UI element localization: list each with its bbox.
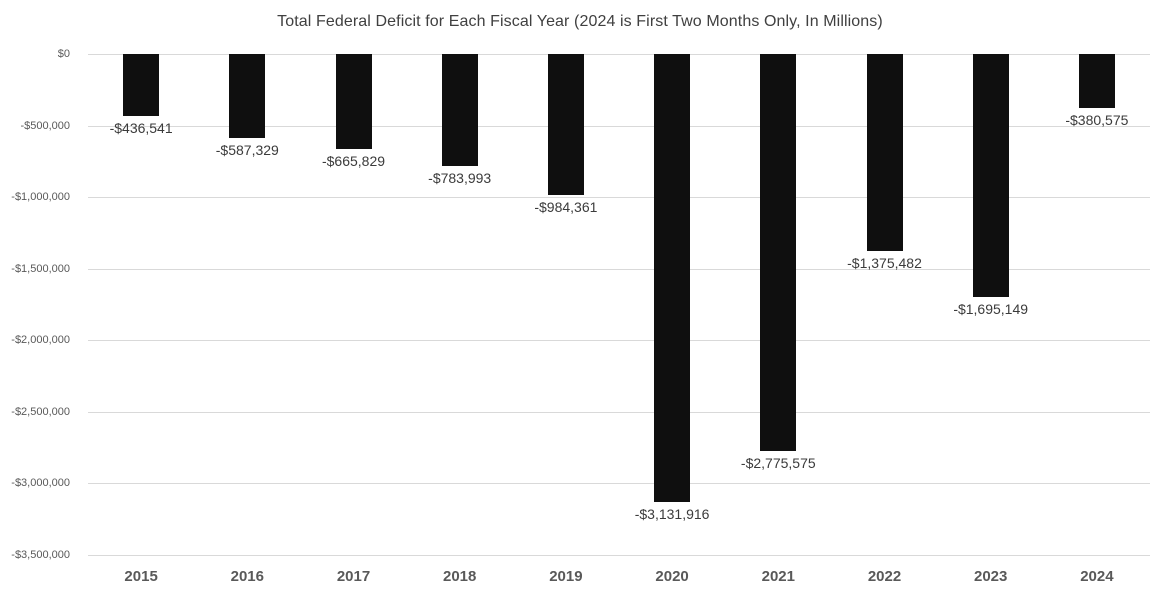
y-axis-tick-label: -$3,500,000 [11, 549, 70, 561]
x-axis-year-label: 2022 [867, 568, 902, 585]
bar-value-label: -$783,993 [428, 170, 492, 187]
y-axis-tick-label: -$3,000,000 [11, 477, 70, 490]
x-axis-year-label: 2018 [443, 568, 477, 585]
bar-2024 [1078, 54, 1115, 109]
y-axis-tick-label: -$1,000,000 [11, 191, 70, 204]
gridline [88, 555, 1150, 556]
y-axis-tick-label: -$2,000,000 [11, 334, 70, 347]
bar-value-label: -$3,131,916 [634, 506, 710, 523]
x-axis-year-label: 2016 [230, 568, 264, 585]
x-axis-year-label: 2024 [1080, 568, 1114, 585]
bar-2022 [866, 54, 903, 251]
plot-area: $0 -$500,000 -$1,000,000 -$1,500,000 -$2,000… [11, 48, 1150, 585]
gridline [88, 340, 1150, 342]
bar-2021 [760, 54, 797, 452]
x-axis-year-label: 2017 [336, 568, 371, 585]
y-axis-tick-label: $0 [57, 48, 70, 60]
bar-value-label: -$665,829 [321, 153, 386, 170]
bar-2017 [335, 54, 372, 150]
bar-value-label: -$2,775,575 [740, 455, 816, 472]
x-axis-year-label: 2020 [655, 568, 689, 585]
bar-value-label: -$1,375,482 [847, 254, 922, 271]
y-axis-tick-label: -$1,500,000 [11, 262, 70, 275]
bar-2015 [123, 54, 160, 117]
bar-2020 [654, 54, 691, 503]
gridline [88, 411, 1150, 413]
bar-value-label: -$1,695,149 [953, 300, 1029, 317]
chart-title: Total Federal Deficit for Each Fiscal Ye… [277, 13, 883, 30]
gridline [88, 54, 1150, 55]
gridline [88, 483, 1150, 485]
gridline [88, 197, 1150, 199]
bar-2016 [229, 54, 266, 139]
x-axis-year-label: 2021 [761, 568, 795, 585]
gridline [88, 125, 1150, 127]
bar-2019 [547, 54, 584, 195]
y-axis-tick-label: -$500,000 [20, 119, 70, 132]
gridline [88, 268, 1150, 270]
bar-value-label: -$436,541 [109, 120, 173, 137]
bar-value-label: -$380,575 [1065, 112, 1129, 129]
x-axis-year-label: 2019 [549, 568, 583, 585]
x-axis-year-label: 2015 [124, 568, 158, 585]
bar-2018 [441, 54, 478, 167]
bar-2023 [972, 54, 1009, 297]
bar-value-label: -$984,361 [534, 198, 598, 215]
y-axis-tick-label: -$2,500,000 [11, 405, 70, 418]
bar-value-label: -$587,329 [215, 142, 279, 159]
x-axis-year-label: 2023 [974, 568, 1008, 585]
